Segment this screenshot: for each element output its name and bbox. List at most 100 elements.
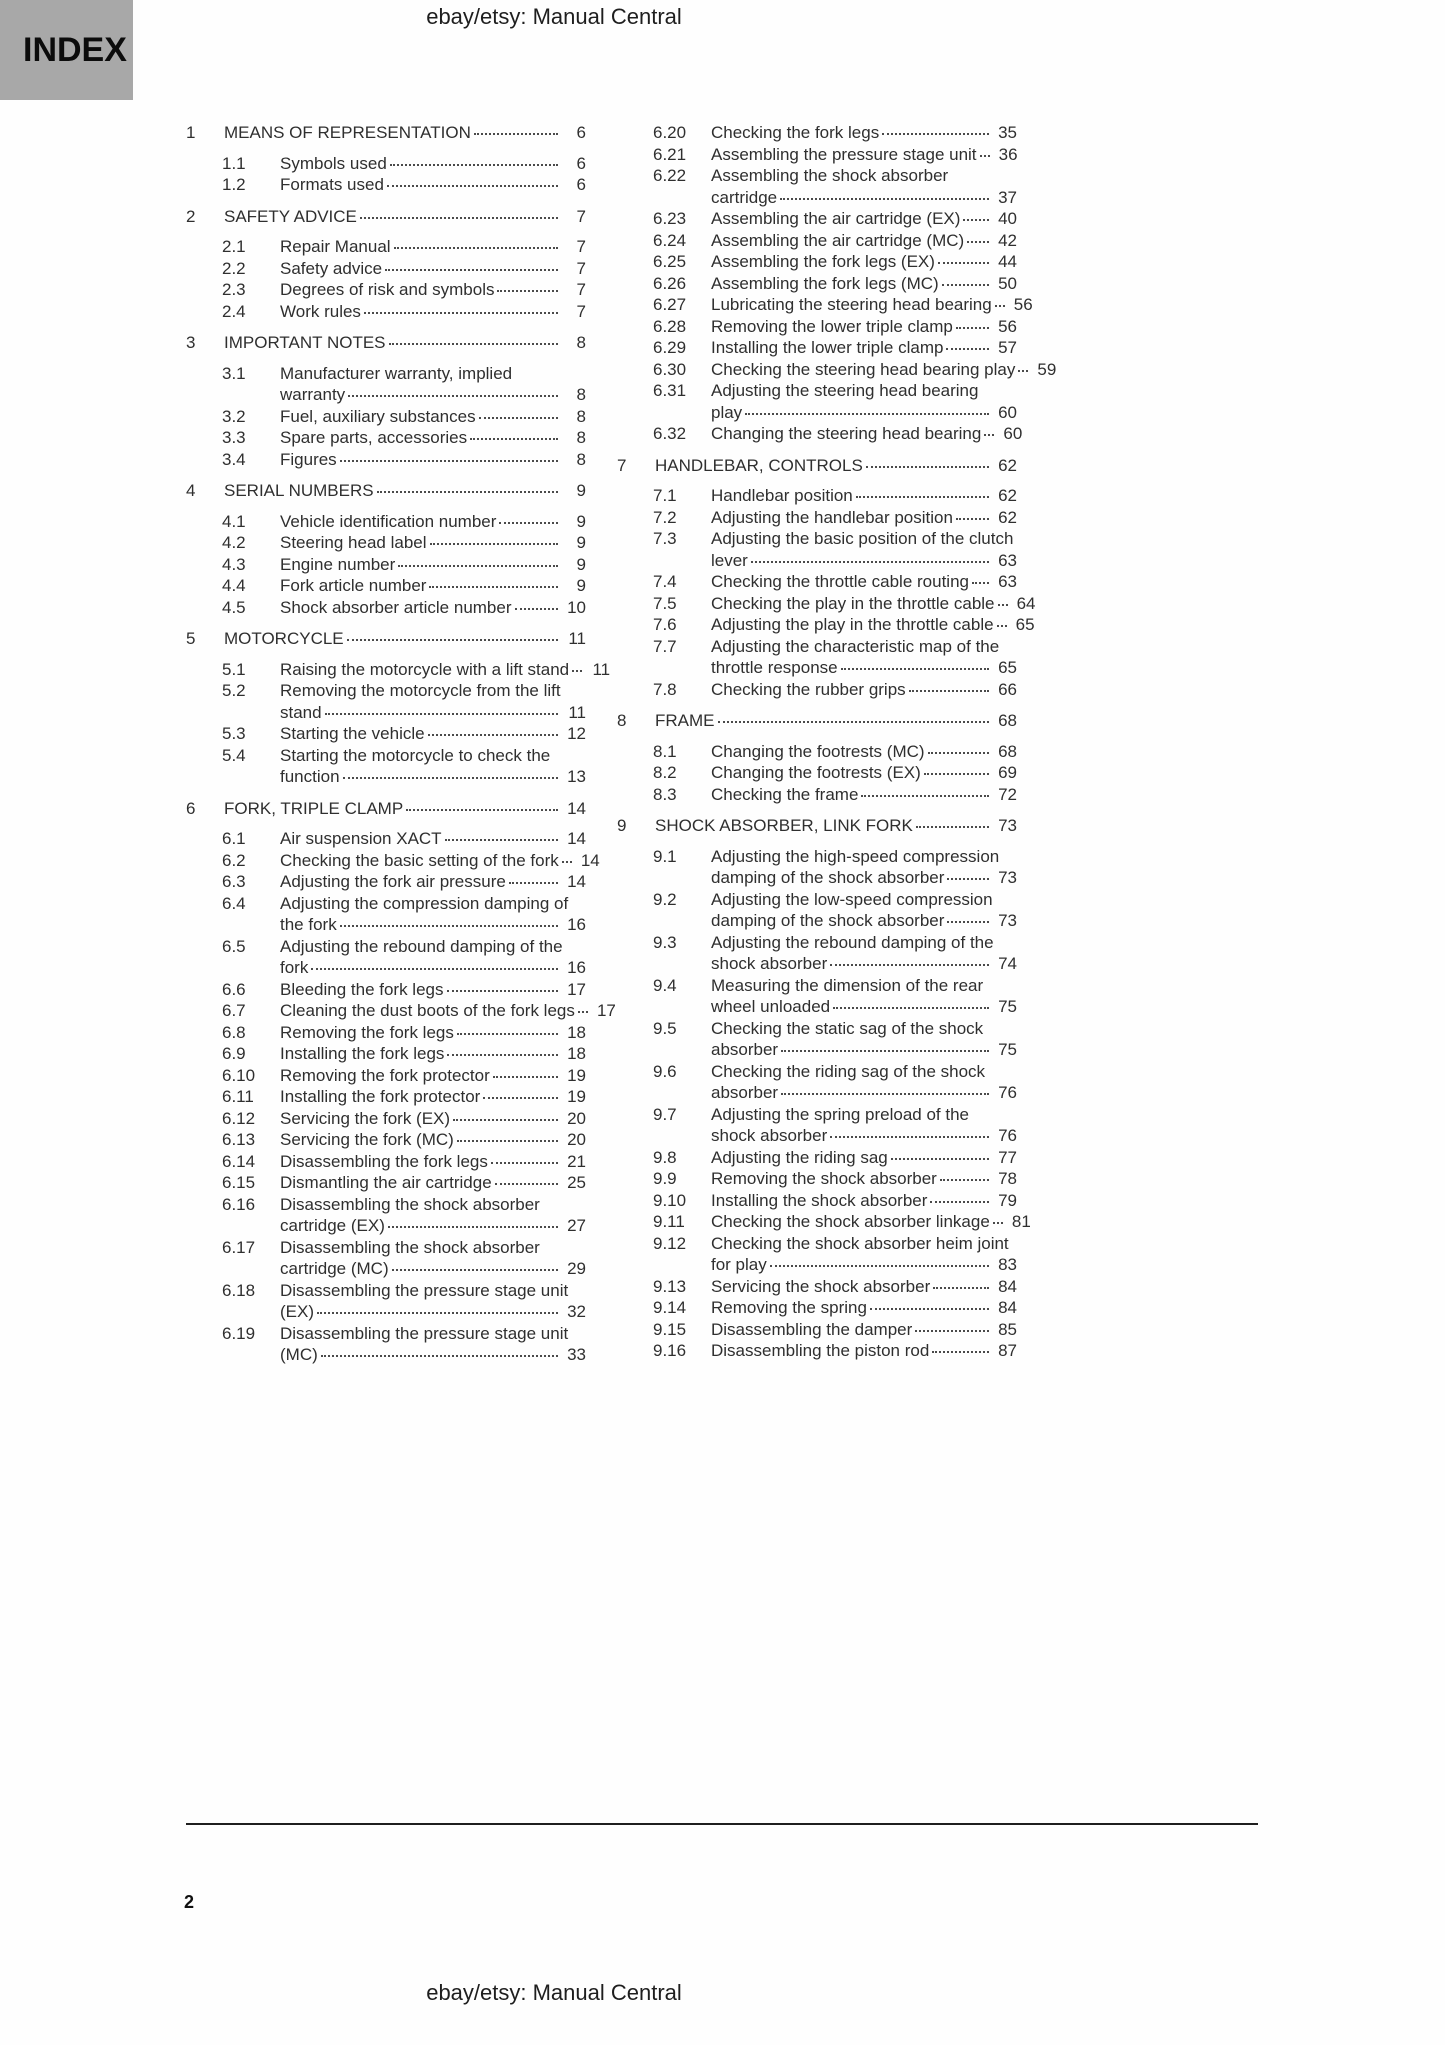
toc-entry-page: 76: [998, 1083, 1017, 1102]
dot-leader: [865, 465, 989, 468]
toc-entry-title: cartridge (EX): [280, 1216, 385, 1235]
toc-entry-number: 4.2: [222, 533, 246, 552]
toc-entry-number: 6.13: [222, 1130, 256, 1149]
toc-entry-page: 13: [567, 767, 586, 786]
toc-entry-lastline: Safety advice 7: [280, 258, 586, 280]
toc-entry-lastline: Servicing the fork (EX) 20: [280, 1108, 586, 1130]
toc-entry: 6.26 Assembling the fork legs (MC) 50: [653, 273, 1017, 295]
toc-entry-page: 79: [998, 1190, 1017, 1210]
toc-entry-lastline: play 60: [711, 402, 1017, 424]
toc-entry-title: fork: [280, 958, 309, 977]
dot-leader: [869, 1308, 989, 1310]
toc-entry-number: 7.8: [653, 679, 677, 699]
dot-leader: [915, 826, 989, 828]
toc-entry-title: the fork: [280, 915, 337, 934]
toc-entry: 6.7 Cleaning the dust boots of the fork …: [222, 1000, 616, 1022]
toc-entry-body: Dismantling the air cartridge 25: [280, 1172, 586, 1194]
toc-entry-body: Disassembling the pressure stage unit (M…: [280, 1323, 586, 1366]
toc-entry-title: Disassembling the piston rod: [711, 1341, 930, 1360]
dot-leader: [311, 968, 558, 970]
toc-entry-number: 4.5: [222, 597, 246, 617]
toc-entry: 6.12 Servicing the fork (EX) 20: [222, 1108, 586, 1130]
toc-entry-body: Formats used 6: [280, 174, 586, 196]
toc-entry-body: SERIAL NUMBERS 9: [224, 480, 586, 502]
toc-entry: 6.1 Air suspension XACT 14: [222, 828, 586, 850]
toc-entry-body: Installing the shock absorber 79: [711, 1190, 1017, 1212]
toc-entry-body: Checking the throttle cable routing 63: [711, 571, 1017, 593]
toc-entry-body: Spare parts, accessories 8: [280, 427, 586, 449]
toc-entry-page: 12: [567, 724, 586, 743]
toc-entry-body: Adjusting the basic position of the clut…: [711, 528, 1017, 571]
toc-entry: 6.18 Disassembling the pressure stage un…: [222, 1280, 586, 1323]
toc-entry-body: Servicing the shock absorber 84: [711, 1276, 1017, 1298]
dot-leader: [339, 459, 558, 462]
toc-entry-number: 2.1: [222, 237, 246, 256]
toc-entry: 6.20 Checking the fork legs 35: [653, 122, 1017, 144]
toc-entry-body: Disassembling the damper 85: [711, 1319, 1017, 1341]
toc-entry-page: 44: [998, 252, 1017, 271]
toc-entry-lastline: Checking the play in the throttle cable …: [711, 593, 1036, 615]
dot-leader: [941, 283, 989, 286]
toc-entry-number: 9.16: [653, 1341, 687, 1360]
toc-entry: 4.5 Shock absorber article number 10: [222, 597, 586, 619]
toc-entry-body: Adjusting the steering head bearing play…: [711, 380, 1017, 423]
toc-entry-lastline: SERIAL NUMBERS 9: [224, 480, 586, 502]
toc-entry-number: 6.10: [222, 1065, 256, 1085]
dot-leader: [387, 1226, 558, 1228]
toc-entry-lastline: Checking the rubber grips 66: [711, 679, 1017, 701]
toc-entry-body: Removing the lower triple clamp 56: [711, 316, 1017, 338]
toc-entry-lastline: Engine number 9: [280, 554, 586, 576]
toc-entry-title: Dismantling the air cartridge: [280, 1173, 492, 1192]
toc-entry-lastline: Installing the lower triple clamp 57: [711, 337, 1017, 359]
toc-entry: 6.9 Installing the fork legs 18: [222, 1043, 586, 1065]
toc-entry-title: Installing the lower triple clamp: [711, 338, 944, 357]
toc-entry-title: play: [711, 402, 743, 422]
toc-entry-number: 3.3: [222, 428, 246, 447]
toc-entry-number: 6.17: [222, 1237, 256, 1257]
toc-entry-lastline: Lubricating the steering head bearing 56: [711, 294, 1033, 316]
toc-entry-page: 21: [567, 1151, 586, 1171]
toc-entry-line: Disassembling the shock absorber: [280, 1194, 540, 1214]
toc-entry-title: Servicing the shock absorber: [711, 1276, 931, 1296]
toc-entry-body: Starting the motorcycle to check the fun…: [280, 745, 586, 788]
toc-entry-title: Checking the play in the throttle cable: [711, 593, 995, 613]
dot-leader: [947, 921, 989, 923]
dot-leader: [342, 777, 558, 779]
toc-entry-body: SHOCK ABSORBER, LINK FORK 73: [655, 815, 1017, 837]
toc-entry-title: lever: [711, 550, 748, 570]
toc-entry-page: 18: [567, 1022, 586, 1042]
toc-entry-body: FORK, TRIPLE CLAMP 14: [224, 798, 586, 820]
toc-entry: 6.28 Removing the lower triple clamp 56: [653, 316, 1017, 338]
toc-entry: 6.3 Adjusting the fork air pressure 14: [222, 871, 586, 893]
toc-entry-title: SERIAL NUMBERS: [224, 481, 374, 500]
toc-entry-lastline: IMPORTANT NOTES 8: [224, 332, 586, 354]
toc-entry: 6.13 Servicing the fork (MC) 20: [222, 1129, 586, 1151]
dot-leader: [478, 416, 558, 419]
toc-entry-body: Adjusting the rebound damping of the for…: [280, 936, 586, 979]
toc-entry-lastline: Changing the footrests (EX) 69: [711, 762, 1017, 784]
toc-entry-title: Installing the fork protector: [280, 1087, 481, 1106]
toc-entry-title: Raising the motorcycle with a lift stand: [280, 659, 570, 679]
toc-entry-title: Assembling the air cartridge (EX): [711, 209, 961, 228]
toc-entry-title: Shock absorber article number: [280, 597, 512, 617]
toc-entry-page: 65: [998, 658, 1017, 677]
toc-entry-body: Checking the rubber grips 66: [711, 679, 1017, 701]
toc-entry: 3.4 Figures 8: [222, 449, 586, 471]
toc-entry-title: Removing the fork protector: [280, 1065, 490, 1085]
toc-entry-page: 65: [1015, 615, 1035, 634]
toc-entry-lastline: Changing the footrests (MC) 68: [711, 741, 1017, 763]
toc-entry: 9.13 Servicing the shock absorber 84: [653, 1276, 1017, 1298]
toc-entry-body: Removing the motorcycle from the lift st…: [280, 680, 586, 723]
toc-entry: 6.14 Disassembling the fork legs 21: [222, 1151, 586, 1173]
toc-entry-lastline: Formats used 6: [280, 174, 586, 196]
toc-entry-body: Checking the play in the throttle cable …: [711, 593, 1036, 615]
dot-leader: [473, 133, 558, 135]
toc-entry-number: 2.2: [222, 258, 246, 278]
toc-entry-number: 9.15: [653, 1319, 687, 1339]
toc-entry-body: MOTORCYCLE 11: [224, 628, 586, 650]
toc-entry-lastline: fork 16: [280, 957, 586, 979]
toc-entry: 4 SERIAL NUMBERS 9: [186, 480, 586, 502]
toc-entry-title: Vehicle identification number: [280, 511, 497, 531]
footer-document-title: ebay/etsy: Manual Central: [426, 1980, 682, 2005]
toc-entry-body: Removing the fork protector 19: [280, 1065, 586, 1087]
